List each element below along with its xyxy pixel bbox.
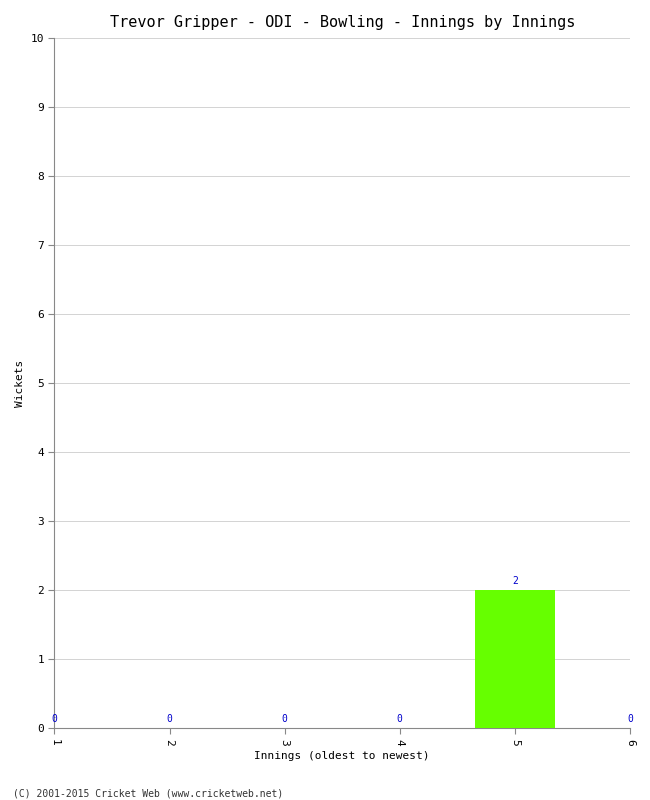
Text: 0: 0: [166, 714, 172, 724]
Text: 0: 0: [397, 714, 403, 724]
Text: 0: 0: [281, 714, 287, 724]
Bar: [474, 590, 555, 728]
X-axis label: Innings (oldest to newest): Innings (oldest to newest): [255, 751, 430, 761]
Text: 0: 0: [51, 714, 57, 724]
Title: Trevor Gripper - ODI - Bowling - Innings by Innings: Trevor Gripper - ODI - Bowling - Innings…: [110, 15, 575, 30]
Text: 0: 0: [627, 714, 633, 724]
Text: 2: 2: [512, 576, 518, 586]
Y-axis label: Wickets: Wickets: [15, 359, 25, 407]
Text: (C) 2001-2015 Cricket Web (www.cricketweb.net): (C) 2001-2015 Cricket Web (www.cricketwe…: [13, 788, 283, 798]
